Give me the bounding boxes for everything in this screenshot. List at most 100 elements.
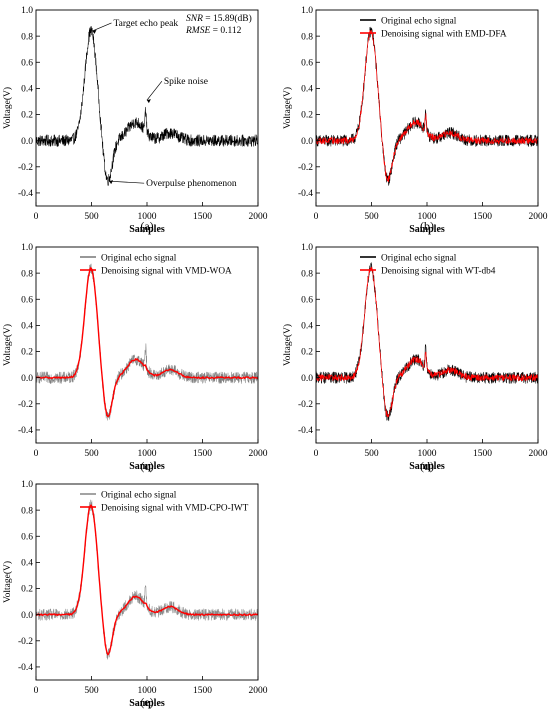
x-axis-label: Samples [409, 461, 445, 472]
legend-entry: Denoising signal with VMD-WOA [101, 266, 232, 276]
y-tick-label: 0.6 [21, 295, 33, 305]
series-original-echo-signal [36, 263, 258, 421]
x-axis-label: Samples [129, 461, 165, 472]
rmse-readout: RMSE = 0.112 [185, 26, 242, 36]
x-tick-label: 1500 [193, 686, 212, 696]
y-tick-label: 0.2 [21, 348, 33, 358]
y-tick-label: 0.0 [21, 374, 33, 384]
y-tick-label: 0.4 [21, 559, 33, 569]
legend-entry: Denoising signal with WT-db4 [381, 266, 496, 276]
y-tick-label: 0.8 [21, 32, 33, 42]
x-tick-label: 1500 [473, 212, 492, 222]
legend-entry: Original echo signal [381, 16, 457, 26]
y-tick-label: 1.0 [21, 480, 33, 490]
series-denoising-signal-with-vmd-cpo-iwt [36, 504, 258, 656]
y-tick-label: 1.0 [21, 6, 33, 16]
y-tick-label: 0.6 [21, 532, 33, 542]
legend: Original echo signal Denoising signal wit… [360, 16, 507, 39]
plot-frame [35, 483, 259, 681]
annotation-arrow [92, 22, 112, 32]
plot-area [316, 26, 538, 186]
y-tick-label: -0.2 [18, 163, 33, 173]
series-signal [36, 26, 258, 186]
x-tick-label: 1500 [193, 212, 212, 222]
y-tick-label: 0.0 [301, 137, 313, 147]
x-tick-label: 0 [34, 686, 39, 696]
annotations: Target echo peak Spike noise Overpulse phe… [92, 19, 237, 189]
y-tick-label: -0.4 [298, 426, 313, 436]
panel-e: 0 500 1000 1500 2000 -0.4 -0.2 0.0 0.2 0.4 0.6 0.8 1… [2, 480, 268, 709]
y-tick-label: 0.0 [21, 611, 33, 621]
plot-area [36, 499, 258, 660]
y-tick-label: 0.2 [21, 585, 33, 595]
x-tick-label: 2000 [249, 212, 268, 222]
y-tick-label: 0.4 [301, 85, 313, 95]
x-tick-label: 1000 [418, 449, 437, 459]
x-axis-label: Samples [129, 698, 165, 709]
y-tick-label: 0.2 [21, 111, 33, 121]
plot-frame [35, 9, 259, 207]
x-tick-label: 500 [364, 212, 379, 222]
panel-b: 0 500 1000 1500 2000 -0.4 -0.2 0.0 0.2 0.4 0.6 0.8 1… [282, 6, 548, 235]
legend-entry: Original echo signal [101, 490, 177, 500]
y-tick-label: 0.8 [301, 32, 313, 42]
y-tick-label: 1.0 [21, 243, 33, 253]
x-tick-label: 500 [364, 449, 379, 459]
y-tick-label: -0.2 [18, 400, 33, 410]
x-tick-label: 0 [34, 212, 39, 222]
y-tick-label: 0.6 [301, 295, 313, 305]
y-tick-label: 0.8 [21, 269, 33, 279]
x-tick-label: 1000 [418, 212, 437, 222]
y-axis-label: Voltage(V) [2, 87, 13, 129]
y-axis-label: Voltage(V) [282, 324, 293, 366]
annotation-arrow [109, 180, 145, 184]
y-tick-label: -0.4 [18, 663, 33, 673]
y-tick-label: 0.6 [21, 58, 33, 68]
panel-label: (b) [420, 219, 434, 233]
series-denoising-signal-with-wt-db4 [316, 266, 538, 418]
y-tick-label: 0.2 [301, 348, 313, 358]
legend: Original echo signal Denoising signal wit… [360, 253, 496, 276]
x-tick-label: 1000 [138, 212, 157, 222]
x-tick-label: 500 [84, 449, 99, 459]
series-denoising-signal-with-emd-dfa [316, 29, 538, 183]
x-tick-label: 2000 [249, 449, 268, 459]
y-tick-label: 0.2 [301, 111, 313, 121]
legend-entry: Original echo signal [101, 253, 177, 263]
panel-d: 0 500 1000 1500 2000 -0.4 -0.2 0.0 0.2 0.4 0.6 0.8 1… [282, 243, 548, 473]
x-tick-label: 1500 [193, 449, 212, 459]
x-tick-label: 500 [84, 686, 99, 696]
y-tick-label: -0.4 [18, 189, 33, 199]
y-tick-label: -0.2 [18, 637, 33, 647]
plot-area [36, 26, 258, 186]
y-tick-label: -0.4 [18, 426, 33, 436]
x-tick-label: 0 [314, 449, 319, 459]
panel-label: (d) [420, 459, 434, 473]
y-tick-label: 1.0 [301, 243, 313, 253]
x-tick-label: 1500 [473, 449, 492, 459]
annotation-arrowhead [92, 29, 97, 34]
series-original-echo-signal [36, 499, 258, 660]
x-tick-label: 1000 [138, 449, 157, 459]
annotation-label: Target echo peak [114, 19, 179, 29]
y-tick-label: 0.4 [301, 322, 313, 332]
y-axis-label: Voltage(V) [2, 324, 13, 366]
y-axis-label: Voltage(V) [282, 87, 293, 129]
y-axis-label: Voltage(V) [2, 561, 13, 603]
x-tick-label: 2000 [529, 449, 548, 459]
y-tick-label: 0.0 [21, 137, 33, 147]
y-tick-label: 0.6 [301, 58, 313, 68]
x-tick-label: 1000 [138, 686, 157, 696]
x-tick-label: 0 [34, 449, 39, 459]
y-tick-label: -0.4 [298, 189, 313, 199]
annotation-label: Spike noise [164, 77, 208, 87]
panel-c: 0 500 1000 1500 2000 -0.4 -0.2 0.0 0.2 0.4 0.6 0.8 1… [2, 243, 268, 473]
y-tick-label: -0.2 [298, 163, 313, 173]
y-tick-label: 0.0 [301, 374, 313, 384]
x-tick-label: 2000 [249, 686, 268, 696]
x-axis-label: Samples [129, 224, 165, 235]
y-tick-label: -0.2 [298, 400, 313, 410]
panel-label: (c) [140, 459, 153, 473]
x-axis-label: Samples [409, 224, 445, 235]
